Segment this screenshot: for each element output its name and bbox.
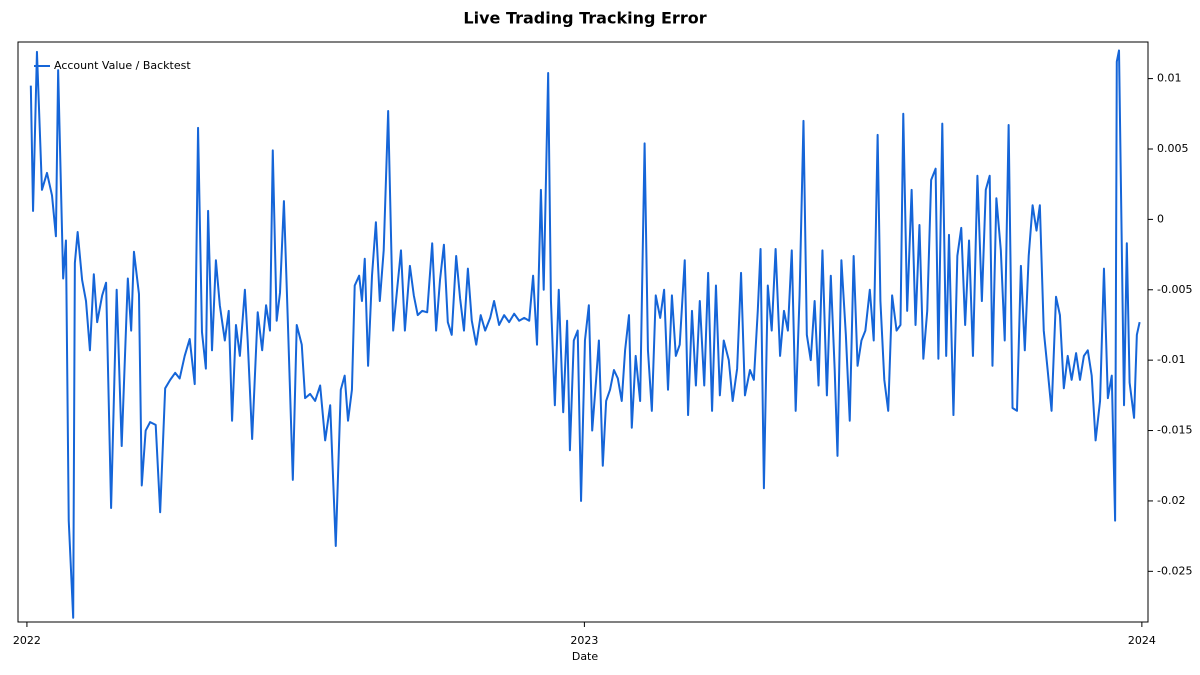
x-tick-label: 2022 — [13, 634, 41, 647]
x-tick-label: 2024 — [1128, 634, 1156, 647]
y-tick-label: -0.02 — [1157, 494, 1185, 507]
x-axis-label: Date — [572, 650, 599, 663]
y-tick-label: -0.025 — [1157, 564, 1192, 577]
y-tick-label: -0.015 — [1157, 424, 1192, 437]
y-tick-label: -0.01 — [1157, 353, 1185, 366]
data-line — [29, 49, 1141, 619]
y-tick-label: 0 — [1157, 212, 1164, 225]
x-tick-label: 2023 — [570, 634, 598, 647]
y-tick-label: -0.005 — [1157, 283, 1192, 296]
legend-label: Account Value / Backtest — [54, 59, 191, 72]
plot-frame — [17, 41, 1149, 623]
chart-title: Live Trading Tracking Error — [463, 9, 706, 28]
y-tick-label: 0.01 — [1157, 72, 1182, 85]
y-tick-label: 0.005 — [1157, 142, 1189, 155]
